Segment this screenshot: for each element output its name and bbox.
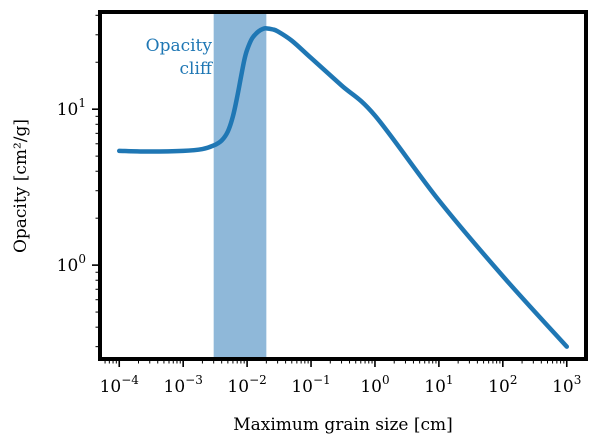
y-tick-label: 100 xyxy=(57,252,86,276)
x-tick-label: 102 xyxy=(488,373,517,397)
x-tick-label: 101 xyxy=(424,373,453,397)
opacity-cliff-band xyxy=(213,12,267,359)
x-tick-label: 10−3 xyxy=(164,373,203,397)
annotation-line-1: Opacity xyxy=(146,36,213,56)
series-line-0 xyxy=(116,26,570,349)
x-axis-label: Maximum grain size [cm] xyxy=(233,415,453,435)
x-tick-label: 10−2 xyxy=(227,373,266,397)
x-tick-label: 100 xyxy=(360,373,389,397)
annotation-line-2: cliff xyxy=(180,59,214,79)
x-tick-label: 10−1 xyxy=(291,373,330,397)
y-tick-label: 101 xyxy=(57,96,86,120)
x-tick-label: 10−4 xyxy=(100,373,140,397)
plot-frame xyxy=(98,10,588,361)
y-axis-label: Opacity [cm²/g] xyxy=(11,119,31,253)
x-tick-label: 103 xyxy=(552,373,581,397)
